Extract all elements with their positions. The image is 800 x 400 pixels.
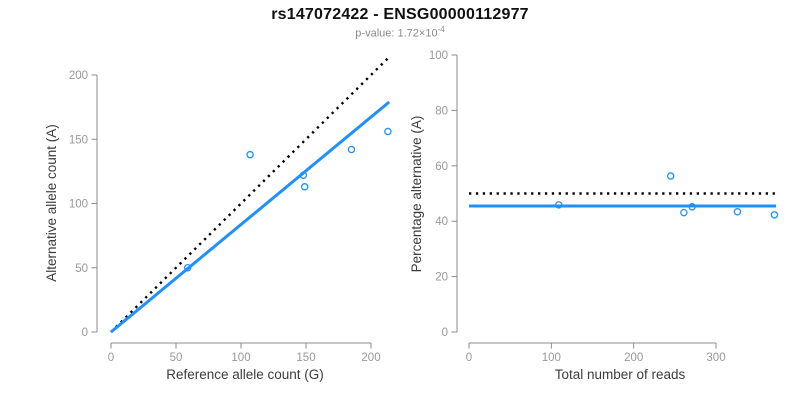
x-tick-label: 0	[466, 352, 472, 364]
pvalue-exponent: -4	[437, 25, 445, 34]
y-axis-title: Alternative allele count (A)	[44, 124, 59, 282]
data-point	[299, 171, 308, 179]
x-tick-label: 0	[108, 352, 114, 364]
y-tick-label: 20	[435, 272, 448, 284]
x-tick-label: 200	[624, 352, 643, 364]
data-point	[733, 208, 742, 216]
x-tick-label: 50	[170, 352, 183, 364]
data-point	[183, 263, 192, 272]
data-point	[688, 203, 696, 211]
y-tick-label: 60	[435, 161, 448, 173]
fit-line	[110, 100, 391, 334]
y-tick-label: 0	[82, 327, 88, 339]
data-point	[347, 145, 356, 154]
x-axis-title: Total number of reads	[555, 367, 686, 382]
y-tick-label: 100	[69, 199, 88, 211]
data-point	[554, 201, 563, 209]
x-tick-label: 300	[706, 352, 725, 364]
allele-count-scatter-panel: 0 50 100 150 200 0 50 100 150 200 Reference allele…	[44, 54, 392, 382]
y-tick-label: 150	[69, 134, 88, 146]
y-tick-label: 50	[75, 263, 88, 275]
percentage-alternative-scatter-panel: 0 20 40 60 80 100 0 100 200 300 Total number of re…	[409, 50, 779, 382]
data-point	[300, 183, 309, 191]
identity-line	[110, 54, 392, 333]
y-axis-title: Percentage alternative (A)	[409, 116, 424, 273]
data-point	[770, 211, 779, 219]
y-tick-label: 80	[435, 105, 448, 117]
figure-subtitle: p-value: 1.72×10-4	[0, 25, 800, 40]
y-tick-label: 40	[435, 216, 448, 228]
x-tick-label: 200	[361, 352, 380, 364]
data-point	[680, 208, 688, 217]
x-tick-label: 150	[296, 352, 315, 364]
y-tick-label: 200	[69, 70, 88, 82]
y-tick-label: 100	[429, 50, 448, 62]
y-tick-label: 0	[442, 327, 448, 339]
data-point	[666, 172, 675, 180]
data-point	[246, 150, 254, 159]
figure-title: rs147072422 - ENSG00000112977	[271, 6, 529, 23]
data-point	[384, 127, 392, 136]
x-tick-label: 100	[542, 352, 561, 364]
x-axis-title: Reference allele count (G)	[166, 367, 324, 382]
x-tick-label: 100	[231, 352, 250, 364]
pvalue-text: p-value: 1.72×10	[355, 27, 438, 40]
